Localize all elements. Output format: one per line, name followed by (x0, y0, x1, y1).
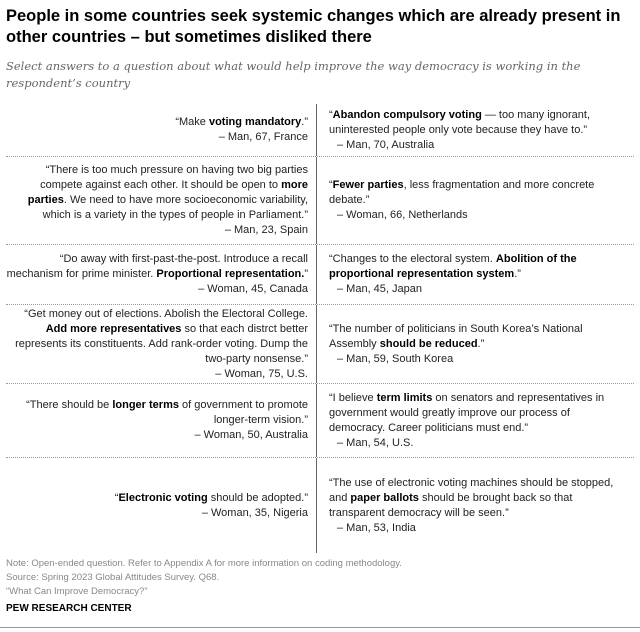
quote-segment: , less fragmentation and more concrete d… (329, 179, 595, 206)
quotes-grid: “Make voting mandatory.” – Man, 67, Franc… (6, 104, 634, 553)
quote-text: “Make voting mandatory.” (6, 115, 308, 130)
quote-text: “The use of electronic voting machines s… (329, 476, 627, 521)
quote-text: “There should be longer terms of governm… (6, 398, 308, 428)
quote-emphasis: Abolition of the proportional representa… (329, 253, 577, 280)
quote-text: “The number of politicians in South Kore… (329, 322, 627, 352)
quote-segment: .” (301, 116, 308, 128)
quote-left: “Electronic voting should be adopted.” – … (6, 458, 316, 553)
column-divider (316, 245, 317, 304)
quote-left: “Get money out of elections. Abolish the… (6, 305, 316, 383)
quote-row: “There should be longer terms of governm… (6, 384, 634, 458)
quote-right: “Fewer parties, less fragmentation and m… (317, 157, 627, 244)
quote-emphasis: Abandon compulsory voting (332, 108, 482, 121)
note-text: Note: Open-ended question. Refer to Appe… (6, 558, 402, 569)
quote-emphasis: Fewer parties (332, 179, 404, 191)
quote-segment: of government to promote longer-term vis… (178, 399, 308, 426)
quote-attribution: – Man, 23, Spain (224, 224, 308, 236)
quote-text: “I believe term limits on senators and r… (329, 391, 627, 436)
quote-right: “The number of politicians in South Kore… (317, 305, 627, 383)
quote-segment: “ (329, 108, 333, 121)
bottom-rule (0, 627, 640, 628)
quote-emphasis: more parties (27, 179, 308, 206)
quote-attribution: – Man, 59, South Korea (337, 352, 454, 365)
quote-segment: “Do away with first-past-the-post. Intro… (6, 253, 308, 280)
quote-emphasis: Add more representatives (45, 322, 182, 335)
quote-emphasis: term limits (376, 391, 433, 404)
quote-text: “Electronic voting should be adopted.” (6, 491, 308, 506)
quote-segment: “I believe (329, 391, 377, 404)
brand-logo-text: PEW RESEARCH CENTER (6, 603, 132, 614)
quote-left: “Do away with first-past-the-post. Intro… (6, 245, 316, 304)
quote-segment: on senators and representatives in gover… (329, 391, 605, 434)
quote-attribution: – Woman, 66, Netherlands (337, 209, 468, 221)
notes: Note: Open-ended question. Refer to Appe… (6, 557, 402, 599)
quote-text: “Changes to the electoral system. Abolit… (329, 252, 627, 282)
quote-right: “The use of electronic voting machines s… (317, 458, 627, 553)
quote-attribution: – Woman, 75, U.S. (215, 367, 308, 380)
quote-segment: “There should be (26, 399, 113, 411)
quote-row: “Electronic voting should be adopted.” – … (6, 458, 634, 553)
quote-emphasis: longer terms (112, 399, 179, 411)
quote-segment: “Changes to the electoral system. (329, 253, 496, 265)
quote-text: “Do away with first-past-the-post. Intro… (6, 252, 308, 282)
quote-segment: .” (477, 337, 485, 350)
quote-attribution: – Man, 54, U.S. (337, 436, 414, 449)
quote-segment: “The number of politicians in South Kore… (329, 322, 583, 350)
column-divider (316, 157, 317, 244)
quote-emphasis: Electronic voting (118, 491, 208, 504)
column-divider (316, 104, 317, 156)
quote-attribution: – Man, 70, Australia (337, 138, 435, 151)
quote-text: “Fewer parties, less fragmentation and m… (329, 178, 627, 208)
quote-left: “There is too much pressure on having tw… (6, 157, 316, 244)
column-divider (316, 458, 317, 553)
quote-attribution: – Woman, 50, Australia (194, 429, 308, 441)
quote-row: “Do away with first-past-the-post. Intro… (6, 245, 634, 305)
quote-left: “There should be longer terms of governm… (6, 384, 316, 457)
quote-text: “There is too much pressure on having tw… (6, 163, 308, 223)
quote-row: “Make voting mandatory.” – Man, 67, Franc… (6, 104, 634, 157)
quote-row: “There is too much pressure on having tw… (6, 157, 634, 245)
quote-segment: ” (304, 268, 308, 280)
quote-attribution: – Man, 53, India (337, 521, 416, 534)
figure-subtitle: Select answers to a question about what … (6, 59, 581, 90)
quote-right: “Changes to the electoral system. Abolit… (317, 245, 627, 304)
figure-title: People in some countries seek systemic c… (6, 7, 621, 46)
quote-segment: “There is too much pressure on having tw… (40, 164, 308, 191)
quote-attribution: – Woman, 35, Nigeria (201, 506, 308, 519)
quote-segment: so that each distrct better represents i… (15, 322, 308, 365)
quote-text: “Abandon compulsory voting — too many ig… (329, 108, 627, 138)
quote-text: “Get money out of elections. Abolish the… (6, 307, 308, 367)
quote-emphasis: Proportional representation. (156, 268, 305, 280)
quote-segment: “Make (175, 116, 209, 128)
quote-segment: “Get money out of elections. Abolish the… (24, 307, 308, 320)
quote-right: “Abandon compulsory voting — too many ig… (317, 104, 627, 156)
quote-segment: “ (329, 179, 333, 191)
quote-segment: “ (114, 491, 119, 504)
quote-attribution: – Man, 45, Japan (337, 283, 423, 295)
quote-segment: . We need to have more socioeconomic var… (42, 194, 308, 221)
quote-segment: .” (514, 268, 521, 280)
quote-segment: should be adopted.” (207, 491, 308, 504)
quote-left: “Make voting mandatory.” – Man, 67, Franc… (6, 104, 316, 156)
quote-right: “I believe term limits on senators and r… (317, 384, 627, 457)
quote-segment: — too many ignorant, uninterested people… (329, 108, 591, 136)
quote-emphasis: paper ballots (350, 491, 419, 504)
quote-segment: should be brought back so that transpare… (329, 491, 573, 519)
quote-attribution: – Woman, 45, Canada (198, 283, 308, 295)
quote-attribution: – Man, 67, France (218, 131, 308, 143)
column-divider (316, 305, 317, 383)
quote-emphasis: should be reduced (379, 337, 478, 350)
report-title: “What Can Improve Democracy?” (6, 586, 148, 597)
quote-segment: “The use of electronic voting machines s… (329, 476, 614, 504)
quote-row: “Get money out of elections. Abolish the… (6, 305, 634, 384)
quote-emphasis: voting mandatory (208, 116, 302, 128)
source-text: Source: Spring 2023 Global Attitudes Sur… (6, 572, 220, 583)
column-divider (316, 384, 317, 457)
